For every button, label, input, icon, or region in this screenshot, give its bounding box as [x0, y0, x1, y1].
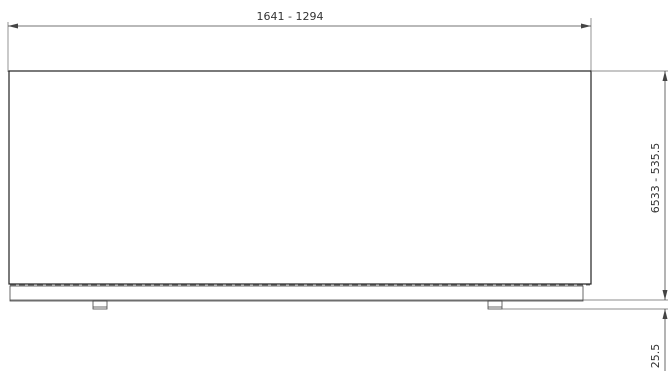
height-arrow-top	[662, 71, 668, 81]
cabinet-body-outline	[8, 70, 592, 285]
foot-left	[92, 300, 108, 310]
base-plinth	[9, 285, 584, 302]
foot-arrow	[662, 309, 668, 319]
width-arrow-left	[8, 23, 18, 29]
width-dimension: 1641 - 1294	[7, 10, 592, 72]
foot-dimension: 25.5	[502, 308, 668, 371]
foot-dimension-label: 25.5	[649, 344, 662, 369]
foot-right	[487, 300, 503, 310]
height-arrow-bottom	[662, 290, 668, 300]
height-dimension-label: 6533 - 535.5	[649, 143, 662, 213]
width-dimension-label: 1641 - 1294	[257, 10, 324, 23]
height-dimension: 6533 - 535.5	[583, 70, 668, 301]
width-arrow-right	[581, 23, 591, 29]
